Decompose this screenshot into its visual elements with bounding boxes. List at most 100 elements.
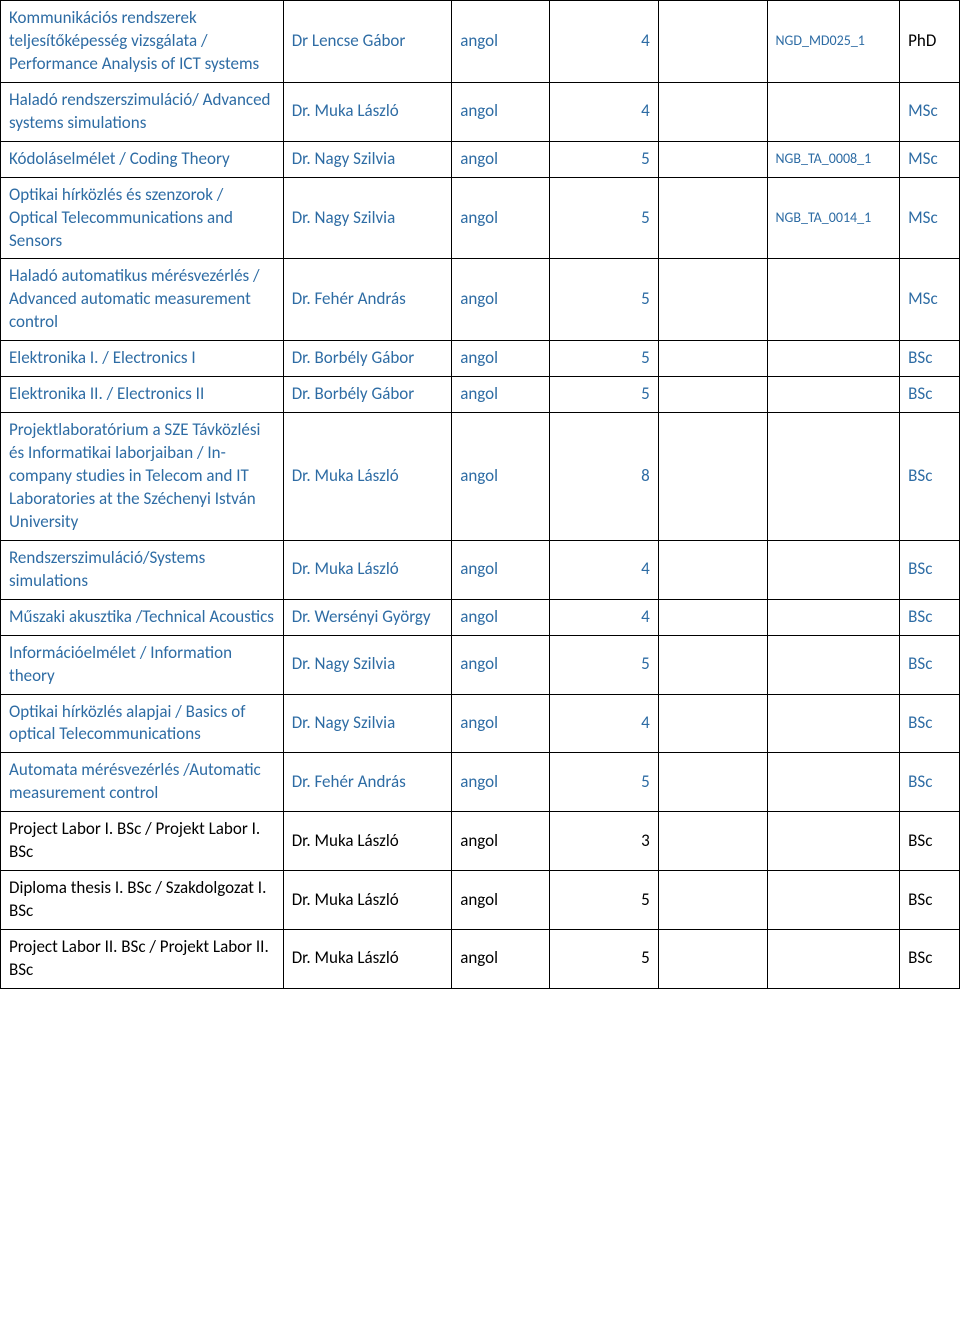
degree-level: PhD (900, 1, 960, 83)
table-row: Információelmélet / Information theoryDr… (1, 635, 960, 694)
instructor-name: Dr. Wersényi György (283, 599, 452, 635)
empty-cell (658, 753, 767, 812)
language: angol (452, 694, 550, 753)
credit-count: 4 (550, 1, 659, 83)
empty-cell (658, 377, 767, 413)
degree-level: MSc (900, 82, 960, 141)
course-name: Információelmélet / Information theory (1, 635, 284, 694)
language: angol (452, 812, 550, 871)
course-code: NGB_TA_0008_1 (767, 141, 900, 177)
degree-level: BSc (900, 599, 960, 635)
language: angol (452, 82, 550, 141)
language: angol (452, 753, 550, 812)
instructor-name: Dr. Nagy Szilvia (283, 141, 452, 177)
instructor-name: Dr. Muka László (283, 413, 452, 541)
table-row: Műszaki akusztika /Technical AcousticsDr… (1, 599, 960, 635)
degree-level: BSc (900, 341, 960, 377)
degree-level: BSc (900, 635, 960, 694)
empty-cell (658, 141, 767, 177)
instructor-name: Dr. Borbély Gábor (283, 377, 452, 413)
credit-count: 5 (550, 871, 659, 930)
empty-cell (658, 930, 767, 989)
table-row: Automata mérésvezérlés /Automatic measur… (1, 753, 960, 812)
degree-level: BSc (900, 540, 960, 599)
empty-cell (658, 259, 767, 341)
table-row: Diploma thesis I. BSc / Szakdolgozat I. … (1, 871, 960, 930)
course-name: Project Labor II. BSc / Projekt Labor II… (1, 930, 284, 989)
empty-cell (658, 177, 767, 259)
degree-level: MSc (900, 259, 960, 341)
instructor-name: Dr Lencse Gábor (283, 1, 452, 83)
table-row: Kommunikációs rendszerek teljesítőképess… (1, 1, 960, 83)
credit-count: 5 (550, 930, 659, 989)
degree-level: BSc (900, 812, 960, 871)
course-code (767, 540, 900, 599)
degree-level: MSc (900, 177, 960, 259)
instructor-name: Dr. Muka László (283, 812, 452, 871)
course-code (767, 82, 900, 141)
language: angol (452, 871, 550, 930)
language: angol (452, 141, 550, 177)
table-row: Optikai hírközlés és szenzorok / Optical… (1, 177, 960, 259)
empty-cell (658, 1, 767, 83)
table-row: Optikai hírközlés alapjai / Basics of op… (1, 694, 960, 753)
course-code (767, 413, 900, 541)
degree-level: BSc (900, 377, 960, 413)
instructor-name: Dr. Nagy Szilvia (283, 177, 452, 259)
credit-count: 5 (550, 141, 659, 177)
degree-level: BSc (900, 871, 960, 930)
empty-cell (658, 871, 767, 930)
degree-level: BSc (900, 413, 960, 541)
empty-cell (658, 82, 767, 141)
table-row: Project Labor II. BSc / Projekt Labor II… (1, 930, 960, 989)
credit-count: 4 (550, 694, 659, 753)
course-code (767, 753, 900, 812)
degree-level: BSc (900, 930, 960, 989)
instructor-name: Dr. Muka László (283, 540, 452, 599)
course-name: Kódoláselmélet / Coding Theory (1, 141, 284, 177)
page: Kommunikációs rendszerek teljesítőképess… (0, 0, 960, 989)
language: angol (452, 540, 550, 599)
course-name: Haladó automatikus mérésvezérlés / Advan… (1, 259, 284, 341)
course-name: Kommunikációs rendszerek teljesítőképess… (1, 1, 284, 83)
language: angol (452, 259, 550, 341)
course-code (767, 341, 900, 377)
course-code (767, 812, 900, 871)
course-name: Elektronika I. / Electronics I (1, 341, 284, 377)
credit-count: 5 (550, 635, 659, 694)
credit-count: 5 (550, 177, 659, 259)
language: angol (452, 599, 550, 635)
degree-level: BSc (900, 753, 960, 812)
course-name: Optikai hírközlés alapjai / Basics of op… (1, 694, 284, 753)
empty-cell (658, 635, 767, 694)
course-name: Elektronika II. / Electronics II (1, 377, 284, 413)
language: angol (452, 413, 550, 541)
course-table: Kommunikációs rendszerek teljesítőképess… (0, 0, 960, 989)
table-row: Projektlaboratórium a SZE Távközlési és … (1, 413, 960, 541)
course-code (767, 871, 900, 930)
instructor-name: Dr. Nagy Szilvia (283, 694, 452, 753)
course-code (767, 694, 900, 753)
course-code: NGB_TA_0014_1 (767, 177, 900, 259)
credit-count: 5 (550, 341, 659, 377)
instructor-name: Dr. Fehér András (283, 753, 452, 812)
course-name: Rendszerszimuláció/Systems simulations (1, 540, 284, 599)
course-code (767, 930, 900, 989)
table-row: Haladó rendszerszimuláció/ Advanced syst… (1, 82, 960, 141)
course-name: Projektlaboratórium a SZE Távközlési és … (1, 413, 284, 541)
course-code (767, 599, 900, 635)
instructor-name: Dr. Muka László (283, 930, 452, 989)
table-row: Elektronika II. / Electronics IIDr. Borb… (1, 377, 960, 413)
course-code: NGD_MD025_1 (767, 1, 900, 83)
table-row: Kódoláselmélet / Coding TheoryDr. Nagy S… (1, 141, 960, 177)
credit-count: 4 (550, 540, 659, 599)
empty-cell (658, 413, 767, 541)
language: angol (452, 377, 550, 413)
table-row: Rendszerszimuláció/Systems simulationsDr… (1, 540, 960, 599)
credit-count: 5 (550, 259, 659, 341)
instructor-name: Dr. Muka László (283, 871, 452, 930)
language: angol (452, 1, 550, 83)
credit-count: 4 (550, 599, 659, 635)
empty-cell (658, 341, 767, 377)
course-name: Automata mérésvezérlés /Automatic measur… (1, 753, 284, 812)
